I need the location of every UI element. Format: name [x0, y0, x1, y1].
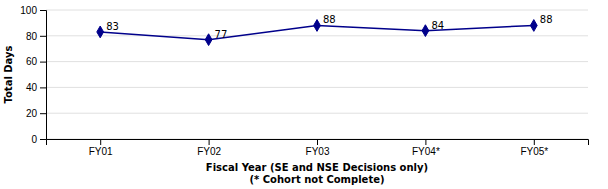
y-tick-label: 0	[31, 134, 37, 145]
x-tick-label: FY01	[89, 146, 113, 157]
y-tick-label: 40	[26, 82, 38, 93]
marker	[530, 20, 537, 32]
y-tick-label: 80	[26, 31, 38, 42]
plot: 0 20 40 60 80 100 FY01 FY02 FY03 FY04* FY05* 83 77 88…	[20, 5, 588, 157]
y-axis-line	[40, 11, 47, 140]
x-tick: FY04*	[412, 139, 440, 157]
series	[97, 20, 537, 46]
y-axis: 0 20 40 60 80 100	[20, 5, 46, 145]
y-tick-mark	[40, 139, 46, 140]
y-tick-label: 20	[26, 108, 38, 119]
x-axis: FY01 FY02 FY03 FY04* FY05*	[47, 139, 589, 157]
marker	[422, 25, 429, 37]
x-axis-title: Fiscal Year (SE and NSE Decisions only)(…	[206, 162, 428, 185]
y-tick-mark	[40, 87, 46, 88]
grid-line	[46, 10, 588, 11]
grid	[46, 10, 588, 139]
y-tick: 80	[26, 31, 46, 42]
y-tick-label: 60	[26, 56, 38, 67]
y-tick: 40	[26, 82, 46, 93]
data-label: 83	[106, 21, 119, 32]
y-tick: 100	[20, 5, 46, 16]
data-label: 77	[215, 29, 228, 40]
grid-line	[46, 113, 588, 114]
x-tick-label: FY03	[306, 146, 330, 157]
y-tick: 60	[26, 56, 46, 67]
x-tick: FY01	[89, 139, 113, 157]
x-tick-label: FY04*	[412, 146, 440, 157]
x-tick-mark	[534, 139, 535, 145]
y-tick: 20	[26, 108, 46, 119]
marker	[97, 26, 104, 38]
y-tick-label: 100	[20, 5, 37, 16]
grid-line	[46, 61, 588, 62]
data-label: 88	[540, 14, 553, 25]
y-tick: 0	[31, 134, 46, 145]
grid-line	[46, 35, 588, 36]
y-tick-mark	[40, 62, 46, 63]
x-tick: FY02	[197, 139, 221, 157]
x-tick-mark	[100, 139, 101, 145]
x-tick-mark	[209, 139, 210, 145]
marker	[314, 20, 321, 32]
x-tick: FY05*	[520, 139, 548, 157]
y-tick-mark	[40, 36, 46, 37]
x-axis-line	[47, 140, 589, 146]
data-label: 84	[431, 20, 444, 31]
marker	[205, 34, 212, 46]
x-tick: FY03	[306, 139, 330, 157]
x-tick-label: FY05*	[520, 146, 548, 157]
y-tick-mark	[40, 10, 46, 11]
x-tick-label: FY02	[197, 146, 221, 157]
grid-line	[46, 87, 588, 88]
y-axis-title: Total Days	[3, 45, 14, 103]
chart: 0 20 40 60 80 100 FY01 FY02 FY03 FY04* FY05* 83 77 88…	[0, 0, 608, 189]
x-tick-mark	[317, 139, 318, 145]
y-tick-mark	[40, 113, 46, 114]
data-label: 88	[323, 14, 336, 25]
x-tick-mark	[425, 139, 426, 145]
data-labels: 83 77 88 84 88	[106, 14, 552, 39]
